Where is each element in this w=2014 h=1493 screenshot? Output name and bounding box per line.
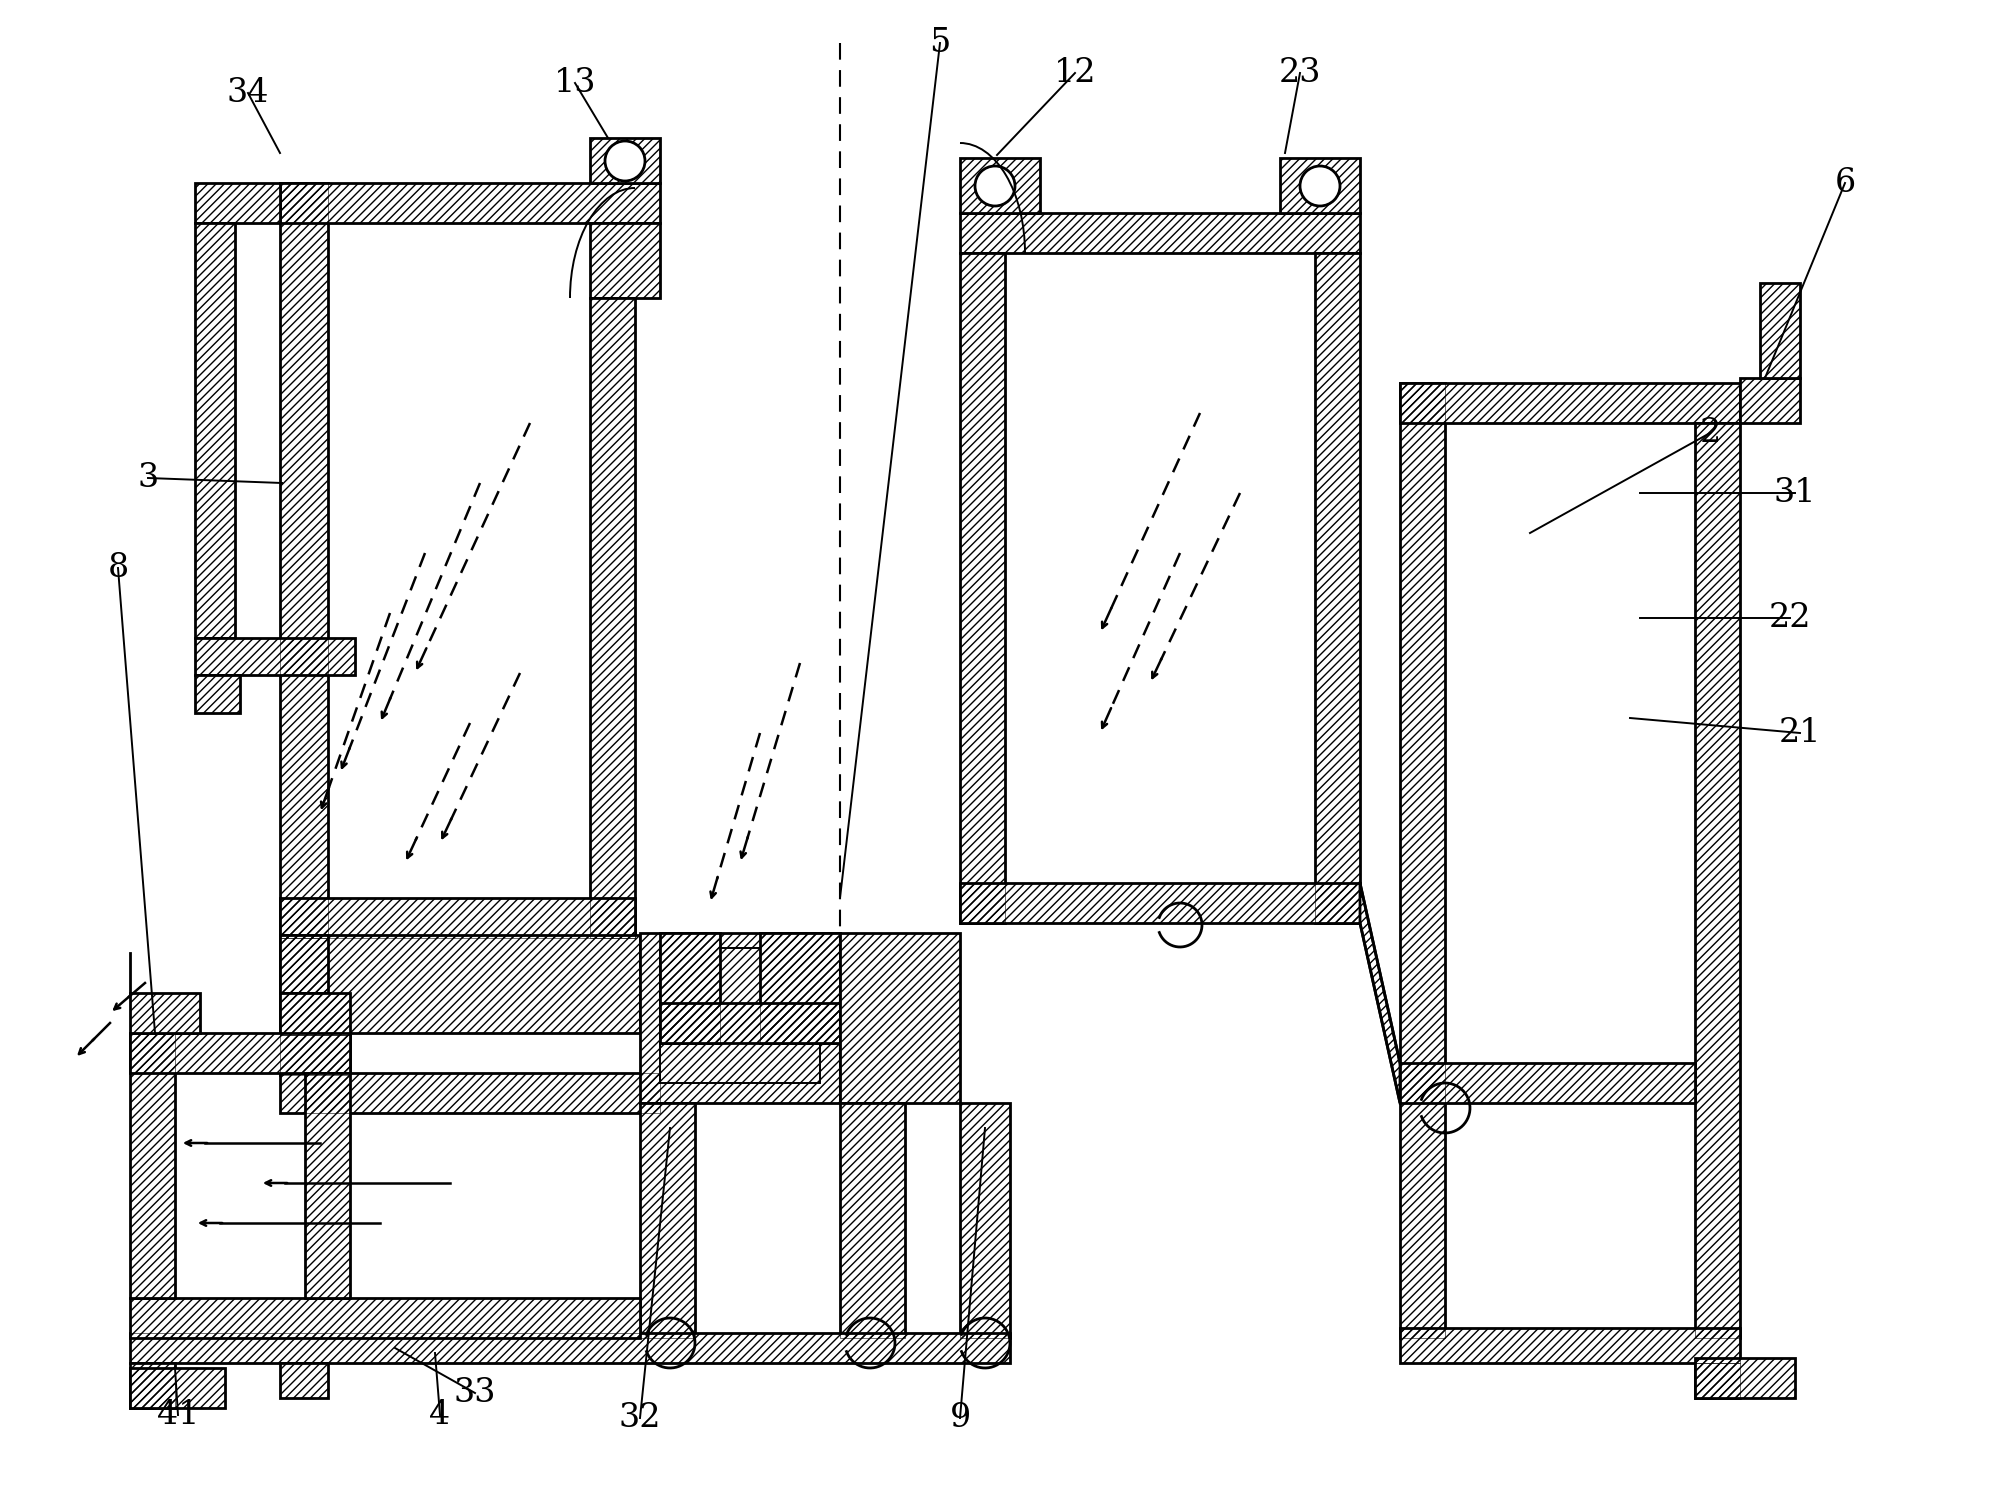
- Text: 31: 31: [1774, 476, 1817, 509]
- Polygon shape: [195, 222, 236, 638]
- Polygon shape: [961, 882, 1359, 923]
- Circle shape: [1299, 166, 1339, 206]
- Text: 8: 8: [107, 552, 129, 584]
- Polygon shape: [590, 137, 661, 184]
- Text: 3: 3: [137, 461, 159, 494]
- Polygon shape: [961, 1103, 1009, 1338]
- Polygon shape: [280, 993, 350, 1035]
- Polygon shape: [590, 299, 634, 938]
- Text: 33: 33: [453, 1377, 495, 1409]
- Polygon shape: [304, 1073, 350, 1297]
- Polygon shape: [590, 222, 661, 299]
- Polygon shape: [961, 158, 1039, 213]
- Text: 23: 23: [1279, 57, 1321, 90]
- Polygon shape: [961, 252, 1005, 923]
- Polygon shape: [1760, 284, 1801, 378]
- Polygon shape: [759, 933, 840, 1044]
- Text: 9: 9: [949, 1402, 971, 1433]
- Text: 21: 21: [1778, 717, 1821, 749]
- Polygon shape: [131, 1363, 175, 1408]
- Polygon shape: [1740, 378, 1801, 423]
- Polygon shape: [1696, 1359, 1794, 1397]
- Polygon shape: [840, 1103, 904, 1338]
- Polygon shape: [280, 184, 661, 222]
- Polygon shape: [280, 1363, 328, 1397]
- Polygon shape: [961, 213, 1359, 252]
- Polygon shape: [131, 1297, 640, 1338]
- Polygon shape: [195, 638, 354, 675]
- Polygon shape: [840, 933, 961, 1103]
- Polygon shape: [131, 1368, 226, 1408]
- Polygon shape: [640, 1103, 695, 1338]
- Polygon shape: [661, 948, 820, 1082]
- Text: 2: 2: [1700, 417, 1720, 449]
- Polygon shape: [661, 1003, 840, 1044]
- Polygon shape: [280, 935, 640, 1033]
- Polygon shape: [195, 675, 240, 714]
- Text: 22: 22: [1768, 602, 1811, 635]
- Text: 32: 32: [618, 1402, 661, 1433]
- Circle shape: [975, 166, 1015, 206]
- Text: 6: 6: [1835, 167, 1855, 199]
- Text: 4: 4: [429, 1399, 451, 1430]
- Polygon shape: [661, 933, 719, 1044]
- Polygon shape: [280, 184, 328, 938]
- Text: 34: 34: [228, 78, 270, 109]
- Polygon shape: [131, 1033, 350, 1073]
- Text: 41: 41: [157, 1399, 199, 1430]
- Polygon shape: [1315, 252, 1359, 923]
- Polygon shape: [1359, 882, 1400, 1103]
- Polygon shape: [1696, 423, 1740, 1338]
- Polygon shape: [195, 184, 280, 222]
- Text: 12: 12: [1053, 57, 1096, 90]
- Polygon shape: [640, 933, 840, 1103]
- Polygon shape: [280, 1073, 661, 1112]
- Polygon shape: [1400, 1063, 1696, 1103]
- Polygon shape: [131, 993, 199, 1033]
- Polygon shape: [1400, 1327, 1740, 1363]
- Polygon shape: [131, 1333, 1009, 1363]
- Polygon shape: [1400, 384, 1444, 1338]
- Polygon shape: [1696, 1363, 1740, 1397]
- Circle shape: [604, 140, 644, 181]
- Polygon shape: [280, 935, 328, 993]
- Polygon shape: [280, 1035, 350, 1075]
- Polygon shape: [280, 897, 634, 938]
- Text: 13: 13: [554, 67, 596, 99]
- Polygon shape: [1281, 158, 1359, 213]
- Polygon shape: [131, 1033, 175, 1297]
- Text: 5: 5: [928, 27, 951, 60]
- Polygon shape: [1400, 384, 1740, 423]
